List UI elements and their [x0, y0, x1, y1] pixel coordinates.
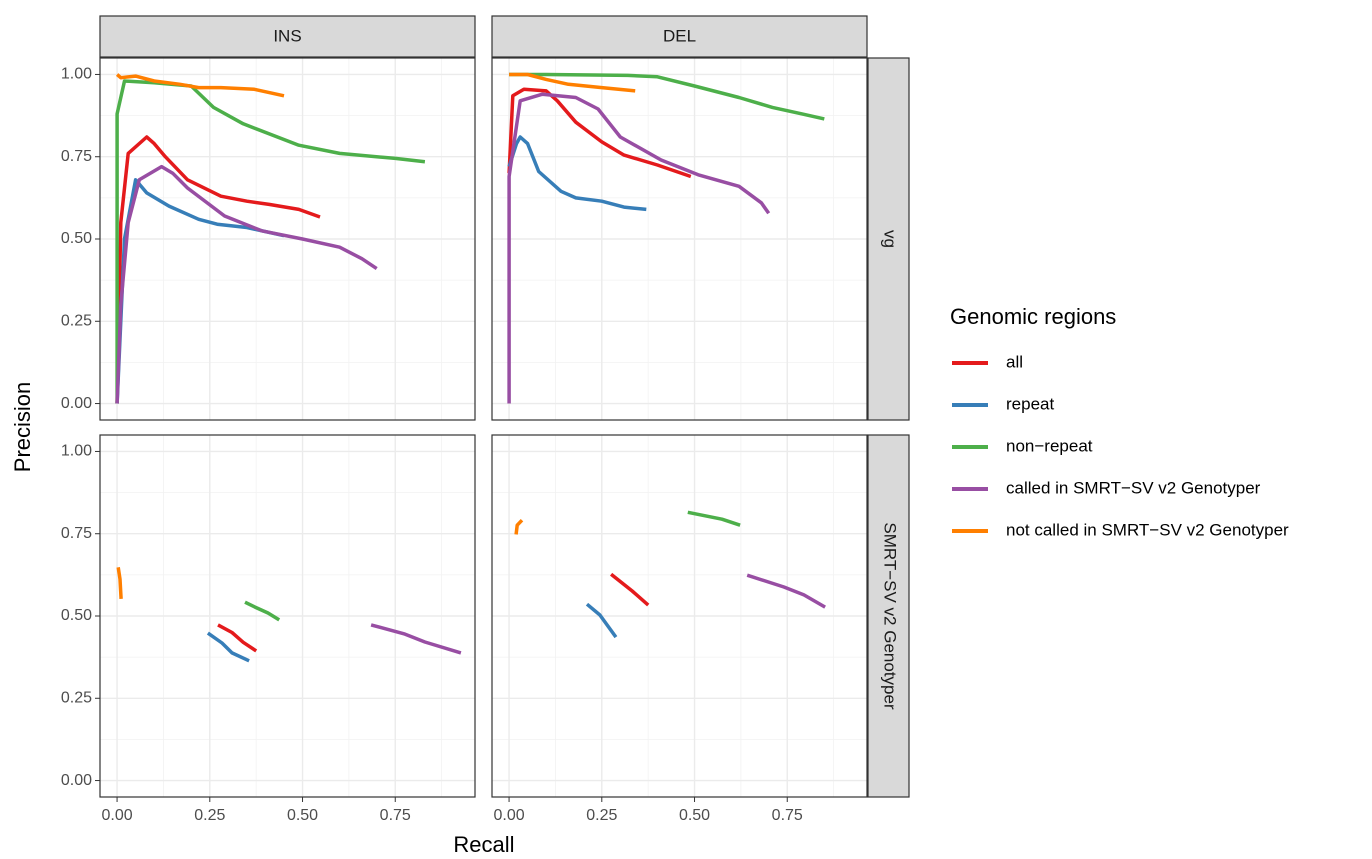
strip-label: vg [881, 230, 900, 248]
y-tick-label: 0.75 [61, 525, 92, 542]
series-line [610, 572, 650, 607]
series-line [509, 72, 636, 93]
y-tick-label: 0.00 [61, 772, 92, 789]
y-tick-label: 0.25 [61, 312, 92, 329]
strip [491, 15, 868, 58]
x-tick-label: 0.00 [101, 807, 132, 824]
y-tick-label: 0.50 [61, 230, 92, 247]
strip-label: INS [273, 26, 301, 45]
x-axis-label: Recall [453, 832, 514, 857]
strip-label: SMRT−SV v2 Genotyper [881, 522, 900, 710]
series-line [115, 135, 321, 404]
series-line [507, 135, 647, 212]
series-line [509, 72, 825, 121]
y-tick-label: 1.00 [61, 443, 92, 460]
y-tick-label: 0.50 [61, 607, 92, 624]
y-tick-label: 0.25 [61, 689, 92, 706]
series-line [115, 73, 285, 98]
legend-label: not called in SMRT−SV v2 Genotyper [1006, 520, 1289, 539]
x-tick-label: 0.25 [194, 807, 225, 824]
x-tick-label: 0.50 [679, 807, 710, 824]
y-tick-label: 0.75 [61, 148, 92, 165]
panel-border [99, 57, 476, 421]
x-tick-label: 0.50 [287, 807, 318, 824]
panel-border [491, 57, 868, 421]
series-line [507, 87, 692, 179]
series-line [585, 602, 618, 639]
series-line [116, 567, 123, 599]
panel-border [491, 434, 868, 798]
x-tick-label: 0.75 [380, 807, 411, 824]
series-line [514, 518, 524, 535]
y-tick-label: 1.00 [61, 66, 92, 83]
x-tick-label: 0.00 [493, 807, 524, 824]
series-line [206, 631, 250, 663]
series-line [507, 92, 771, 404]
strip [99, 15, 476, 58]
legend-label: all [1006, 352, 1023, 371]
panel-border [99, 434, 476, 798]
y-axis-label: Precision [10, 382, 35, 472]
strip [867, 57, 910, 421]
series-line [115, 164, 378, 404]
x-tick-label: 0.75 [772, 807, 803, 824]
series-line [687, 510, 741, 527]
series-line [370, 623, 462, 655]
legend-label: non−repeat [1006, 436, 1093, 455]
legend-label: repeat [1006, 394, 1054, 413]
y-tick-label: 0.00 [61, 395, 92, 412]
series-line [217, 623, 258, 653]
legend-title: Genomic regions [950, 304, 1116, 329]
series-line [115, 79, 426, 404]
x-tick-label: 0.25 [586, 807, 617, 824]
legend-label: called in SMRT−SV v2 Genotyper [1006, 478, 1261, 497]
series-line [244, 600, 281, 622]
strip-label: DEL [663, 26, 696, 45]
strip [867, 434, 910, 798]
series-line [746, 573, 826, 609]
